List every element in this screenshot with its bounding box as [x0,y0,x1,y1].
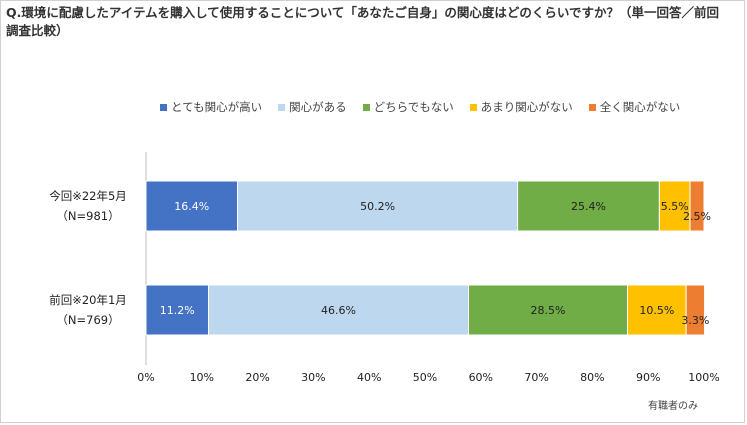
x-tick-label: 50% [413,371,437,384]
x-tick-label: 70% [524,371,548,384]
data-label: 2.5% [683,210,711,223]
data-label: 10.5% [639,304,674,317]
bar-segment [237,180,519,232]
legend-label: 関心がある [289,100,347,114]
bar-segment [658,180,691,232]
category-label: 今回※22年5月 [49,189,127,203]
bar-segment [685,284,706,336]
legend-swatch [160,103,167,111]
data-label: 5.5% [661,200,689,213]
category-label: 前回※20年1月 [49,293,127,307]
legend-swatch [362,103,370,111]
category-sublabel: （N=769） [56,313,119,327]
legend-swatch [588,103,596,111]
data-label: 25.4% [571,200,606,213]
data-label: 50.2% [360,200,395,213]
footnote: 有職者のみ [648,401,698,412]
legend-label: 全く関心がない [599,100,681,114]
x-tick-label: 40% [357,371,381,384]
legend-item: あまり関心がない [469,99,573,115]
legend-label: どちらでもない [373,100,454,114]
data-label: 11.2% [160,304,195,317]
data-label: 46.6% [321,304,356,317]
legend-label: とても関心が高い [171,100,263,114]
legend-label: あまり関心がない [480,100,573,114]
chart-title: Q.環境に配慮したアイテムを購入して使用することについて「あなたご自身」の関心度… [6,5,720,38]
bar-segment [517,180,660,232]
bar-segment [627,284,687,336]
bar-segment [689,180,705,232]
x-tick-label: 0% [137,371,154,384]
x-tick-label: 90% [636,371,660,384]
legend-item: 全く関心がない [588,99,681,115]
x-tick-label: 60% [469,371,493,384]
legend-item: どちらでもない [362,99,454,115]
bar-segment [145,180,239,232]
data-label: 16.4% [174,200,209,213]
legend-swatch [278,103,286,111]
legend-item: 関心がある [278,99,347,115]
category-sublabel: （N=981） [56,209,119,223]
legend-item: とても関心が高い [160,99,262,115]
data-label: 28.5% [531,304,566,317]
x-tick-label: 30% [301,371,325,384]
x-tick-label: 100% [688,371,719,384]
x-tick-label: 10% [190,371,214,384]
x-tick-label: 20% [245,371,269,384]
legend-swatch [469,103,477,111]
legend: とても関心が高い 関心がある どちらでもない あまり関心がない 全く関心がない [160,99,680,115]
x-tick-label: 80% [580,371,604,384]
data-label: 3.3% [681,314,709,327]
bar-segment [145,284,209,336]
bar-segment [207,284,470,336]
